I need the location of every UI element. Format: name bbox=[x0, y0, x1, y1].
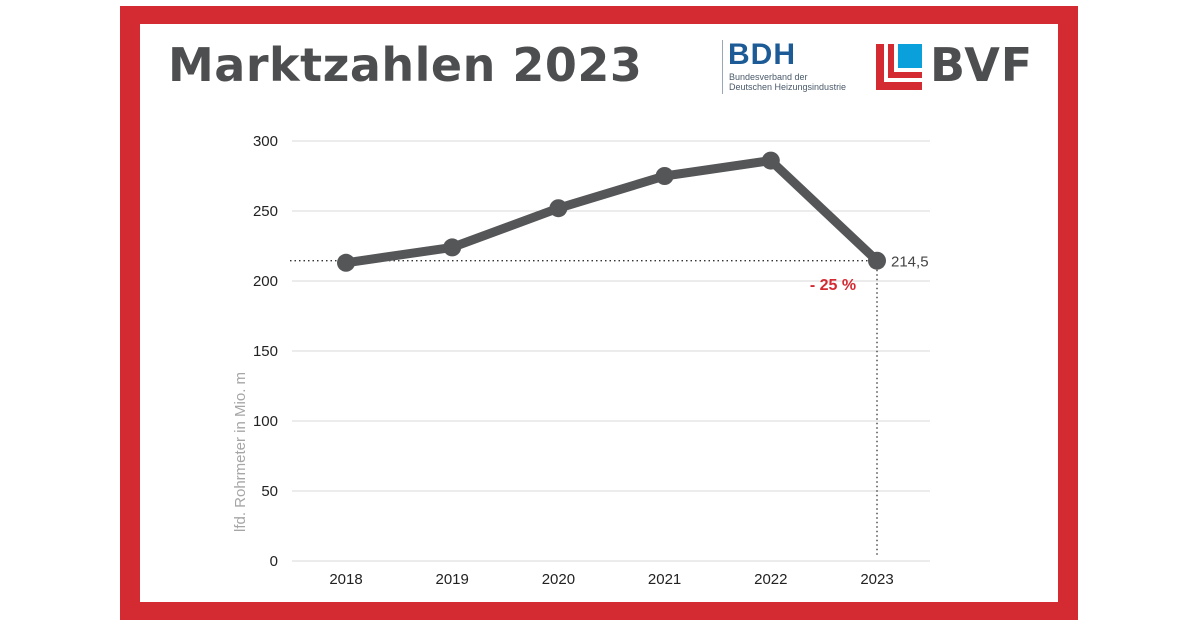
data-point-2018 bbox=[337, 253, 355, 272]
x-tick-label-2022: 2022 bbox=[754, 571, 787, 588]
bdh-logo-wordmark: BDH bbox=[728, 38, 796, 71]
y-tick-label-150: 150 bbox=[253, 343, 278, 360]
x-tick-label-2019: 2019 bbox=[436, 571, 469, 588]
y-tick-label-100: 100 bbox=[253, 413, 278, 430]
y-tick-label-50: 50 bbox=[261, 483, 278, 500]
bdh-logo: BDH Bundesverband der Deutschen Heizungs… bbox=[722, 38, 862, 94]
chart-y-tick-labels: 0 50 100 150 200 250 300 bbox=[253, 133, 278, 570]
change-label: - 25 % bbox=[810, 277, 856, 294]
bvf-logo: BVF bbox=[876, 38, 1032, 92]
chart-gridlines bbox=[292, 140, 930, 562]
y-axis-label: lfd. Rohrmeter in Mio. m bbox=[232, 372, 249, 532]
last-value-label: 214,5 bbox=[891, 254, 929, 271]
data-point-2023 bbox=[868, 251, 886, 270]
data-point-2021 bbox=[655, 167, 674, 185]
chart-annotations: 214,5 - 25 % bbox=[810, 254, 929, 294]
data-point-2020 bbox=[549, 199, 568, 218]
x-tick-label-2018: 2018 bbox=[329, 571, 362, 588]
x-tick-label-2020: 2020 bbox=[542, 571, 575, 588]
y-tick-label-250: 250 bbox=[253, 203, 278, 220]
bdh-logo-divider bbox=[722, 40, 723, 94]
data-point-2022 bbox=[761, 151, 780, 170]
bvf-logo-mark-icon bbox=[876, 44, 922, 90]
bvf-logo-wordmark: BVF bbox=[930, 38, 1034, 92]
x-tick-label-2023: 2023 bbox=[860, 571, 893, 588]
chart-x-tick-labels: 2018 2019 2020 2021 2022 2023 bbox=[329, 571, 893, 588]
data-point-2019 bbox=[443, 238, 462, 257]
bdh-logo-subtitle-line1: Bundesverband der bbox=[729, 72, 808, 82]
bdh-logo-subtitle-line2: Deutschen Heizungsindustrie bbox=[729, 82, 847, 92]
chart-reference-lines bbox=[290, 260, 878, 557]
bdh-logo-subtitle: Bundesverband der Deutschen Heizungsindu… bbox=[729, 72, 846, 92]
chart-series bbox=[337, 151, 886, 272]
content-panel bbox=[140, 24, 1058, 602]
y-tick-label-300: 300 bbox=[253, 133, 278, 150]
x-tick-label-2021: 2021 bbox=[648, 571, 681, 588]
series-line bbox=[341, 156, 882, 268]
y-tick-label-0: 0 bbox=[270, 553, 278, 570]
page-title: Marktzahlen 2023 bbox=[168, 38, 643, 92]
y-tick-label-200: 200 bbox=[253, 273, 278, 290]
